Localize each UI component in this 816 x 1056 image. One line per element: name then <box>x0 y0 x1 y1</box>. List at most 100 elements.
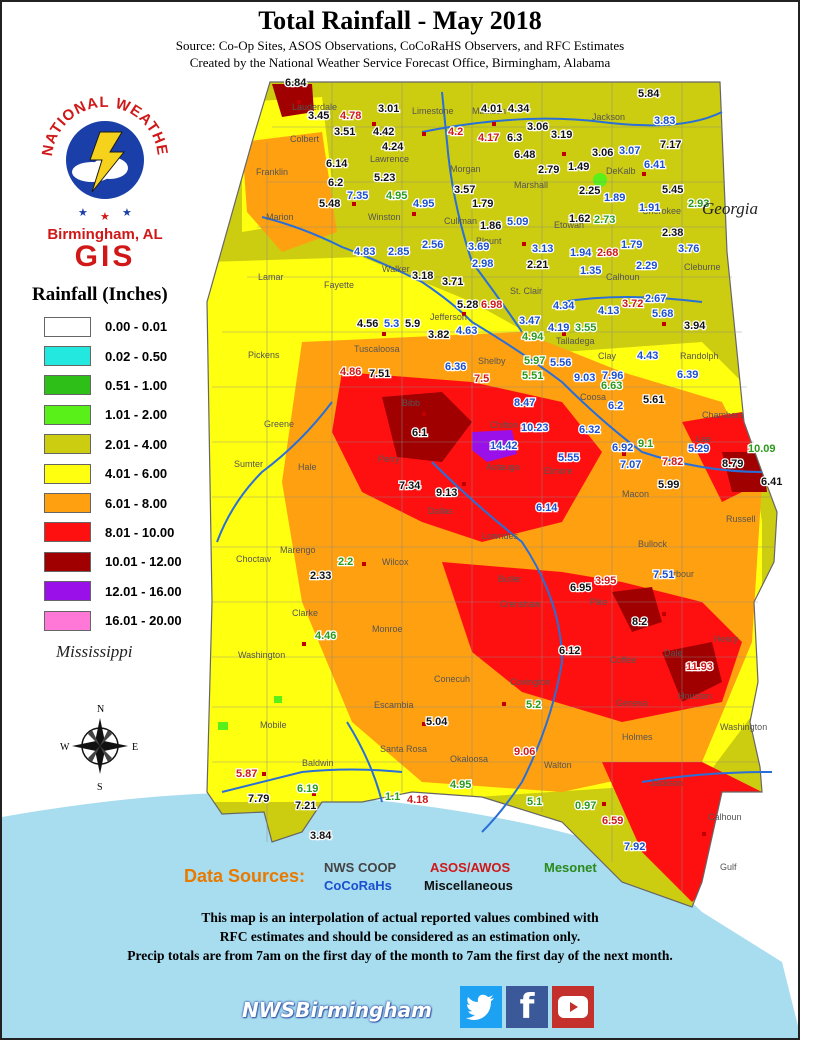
rainfall-value: 2.38 <box>662 227 683 239</box>
note-line-3: Precip totals are from 7am on the first … <box>127 948 673 963</box>
county-name: Chambers <box>702 410 744 420</box>
legend-row: 0.51 - 1.00 <box>32 371 202 400</box>
legend-swatch <box>44 581 91 602</box>
rainfall-value: 3.13 <box>532 243 553 255</box>
county-name: Choctaw <box>236 554 272 564</box>
rainfall-value: 2.67 <box>645 293 666 305</box>
county-name: Dale <box>664 648 683 658</box>
rainfall-value: 9.03 <box>574 372 595 384</box>
rainfall-value: 2.68 <box>597 247 618 259</box>
rainfall-value: 2.73 <box>594 214 615 226</box>
rainfall-value: 2.21 <box>527 259 548 271</box>
county-name: Walton <box>544 760 572 770</box>
county-name: Sumter <box>234 459 263 469</box>
county-name: Baldwin <box>302 758 334 768</box>
county-name: Washington <box>238 650 285 660</box>
legend-label: 4.01 - 6.00 <box>105 466 168 482</box>
rivers <box>216 91 773 833</box>
rainfall-value: 1.79 <box>621 239 642 251</box>
svg-text:★: ★ <box>122 206 132 219</box>
county-name: Tuscaloosa <box>354 344 400 354</box>
rainfall-value: 4.13 <box>598 305 619 317</box>
georgia-label: Georgia <box>702 199 759 218</box>
county-name: Coosa <box>580 392 606 402</box>
rainfall-value: 6.12 <box>559 645 580 657</box>
rainfall-value: 5.97 <box>524 355 545 367</box>
county-name: Coffee <box>610 655 636 665</box>
county-name: Cleburne <box>684 262 721 272</box>
county-name: Shelby <box>478 356 506 366</box>
nws-seal-icon: NATIONAL WEATHER SERVICE ★ ★ ★ <box>24 75 170 223</box>
rainfall-value: 5.87 <box>236 768 257 780</box>
nws-handle[interactable]: NWSBirmingham <box>242 998 432 1022</box>
county-name: Wilcox <box>382 557 409 567</box>
county-name: Conecuh <box>434 674 470 684</box>
legend-swatch <box>44 522 91 543</box>
rainfall-value: 2.25 <box>579 185 600 197</box>
data-sources: Data Sources: NWS COOP ASOS/AWOS Mesonet… <box>184 860 644 900</box>
rainfall-value: 6.59 <box>602 815 623 827</box>
county-name: Jefferson <box>430 312 467 322</box>
rainfall-value: 7.96 <box>602 370 623 382</box>
rainfall-value: 6.98 <box>481 299 502 311</box>
legend-row: 4.01 - 6.00 <box>32 459 202 488</box>
rainfall-value: 2.93 <box>688 198 709 210</box>
rainfall-legend: Rainfall (Inches) 0.00 - 0.01 0.02 - 0.50… <box>32 284 202 635</box>
legend-label: 2.01 - 4.00 <box>105 436 168 452</box>
county-name: Marshall <box>514 180 548 190</box>
rainfall-value: 3.47 <box>519 315 540 327</box>
rainfall-value: 8.79 <box>722 458 743 470</box>
county-name: Holmes <box>622 732 653 742</box>
county-name: Bibb <box>402 398 420 408</box>
rainfall-value: 4.17 <box>478 132 499 144</box>
svg-text:★: ★ <box>100 210 110 223</box>
rainfall-value: 1.35 <box>580 265 601 277</box>
twitter-icon[interactable] <box>460 986 502 1028</box>
source-line: Source: Co-Op Sites, ASOS Observations, … <box>175 38 625 53</box>
rainfall-value: 7.51 <box>653 569 674 581</box>
rainfall-value: 5.23 <box>374 172 395 184</box>
rainfall-value: 3.72 <box>622 298 643 310</box>
rainfall-value: 6.92 <box>612 442 633 454</box>
rainfall-value-labels: 6.84 3.45 4.78 3.01 3.51 4.42 4.24 4.2 4.01 4.34 4… <box>235 76 784 855</box>
rainfall-value: 1.49 <box>568 161 589 173</box>
rainfall-map-page: Total Rainfall - May 2018 Source: Co-Op … <box>0 0 800 1040</box>
nws-logo: NATIONAL WEATHER SERVICE ★ ★ ★ Birmingha… <box>24 75 180 278</box>
rainfall-value: 6.32 <box>579 424 600 436</box>
rainfall-value: 6.48 <box>514 149 535 161</box>
county-name: Henry <box>714 634 739 644</box>
legend-row: 12.01 - 16.00 <box>32 577 202 606</box>
rainfall-value: 4.34 <box>553 300 575 312</box>
county-name: Lawrence <box>370 154 409 164</box>
source-asos: ASOS/AWOS <box>430 860 511 875</box>
legend-row: 6.01 - 8.00 <box>32 488 202 517</box>
rainfall-value: 1.62 <box>569 213 590 225</box>
county-name: Russell <box>726 514 756 524</box>
rainfall-value: 3.71 <box>442 276 463 288</box>
rainfall-value: 5.48 <box>319 198 340 210</box>
note-line-2: RFC estimates and should be considered a… <box>219 929 581 944</box>
county-name: Autauga <box>486 462 520 472</box>
facebook-icon[interactable]: f <box>506 986 548 1028</box>
rainfall-value: 6.63 <box>601 380 622 392</box>
rainfall-value: 4.2 <box>448 126 463 138</box>
legend-swatch <box>44 463 91 484</box>
youtube-icon[interactable] <box>552 986 594 1028</box>
county-name: Lauderdale <box>292 102 337 112</box>
county-name: Macon <box>622 489 649 499</box>
rainfall-value: 3.83 <box>654 115 675 127</box>
compass-s: S <box>97 782 103 792</box>
rainfall-value: 5.28 <box>457 299 478 311</box>
mississippi-label: Mississippi <box>56 642 133 661</box>
legend-row: 0.00 - 0.01 <box>32 312 202 341</box>
county-name: Chilton <box>490 420 518 430</box>
rainfall-value: 5.2 <box>526 699 541 711</box>
rainfall-value: 5.56 <box>550 357 571 369</box>
rainfall-value: 3.51 <box>334 126 355 138</box>
rainfall-value: 7.79 <box>248 793 269 805</box>
rainfall-value: 8.2 <box>632 616 647 628</box>
rainfall-value: 7.35 <box>347 190 368 202</box>
county-name: Elmore <box>544 466 573 476</box>
rainfall-value: 10.09 <box>748 443 776 455</box>
rainfall-value: 4.43 <box>637 350 658 362</box>
